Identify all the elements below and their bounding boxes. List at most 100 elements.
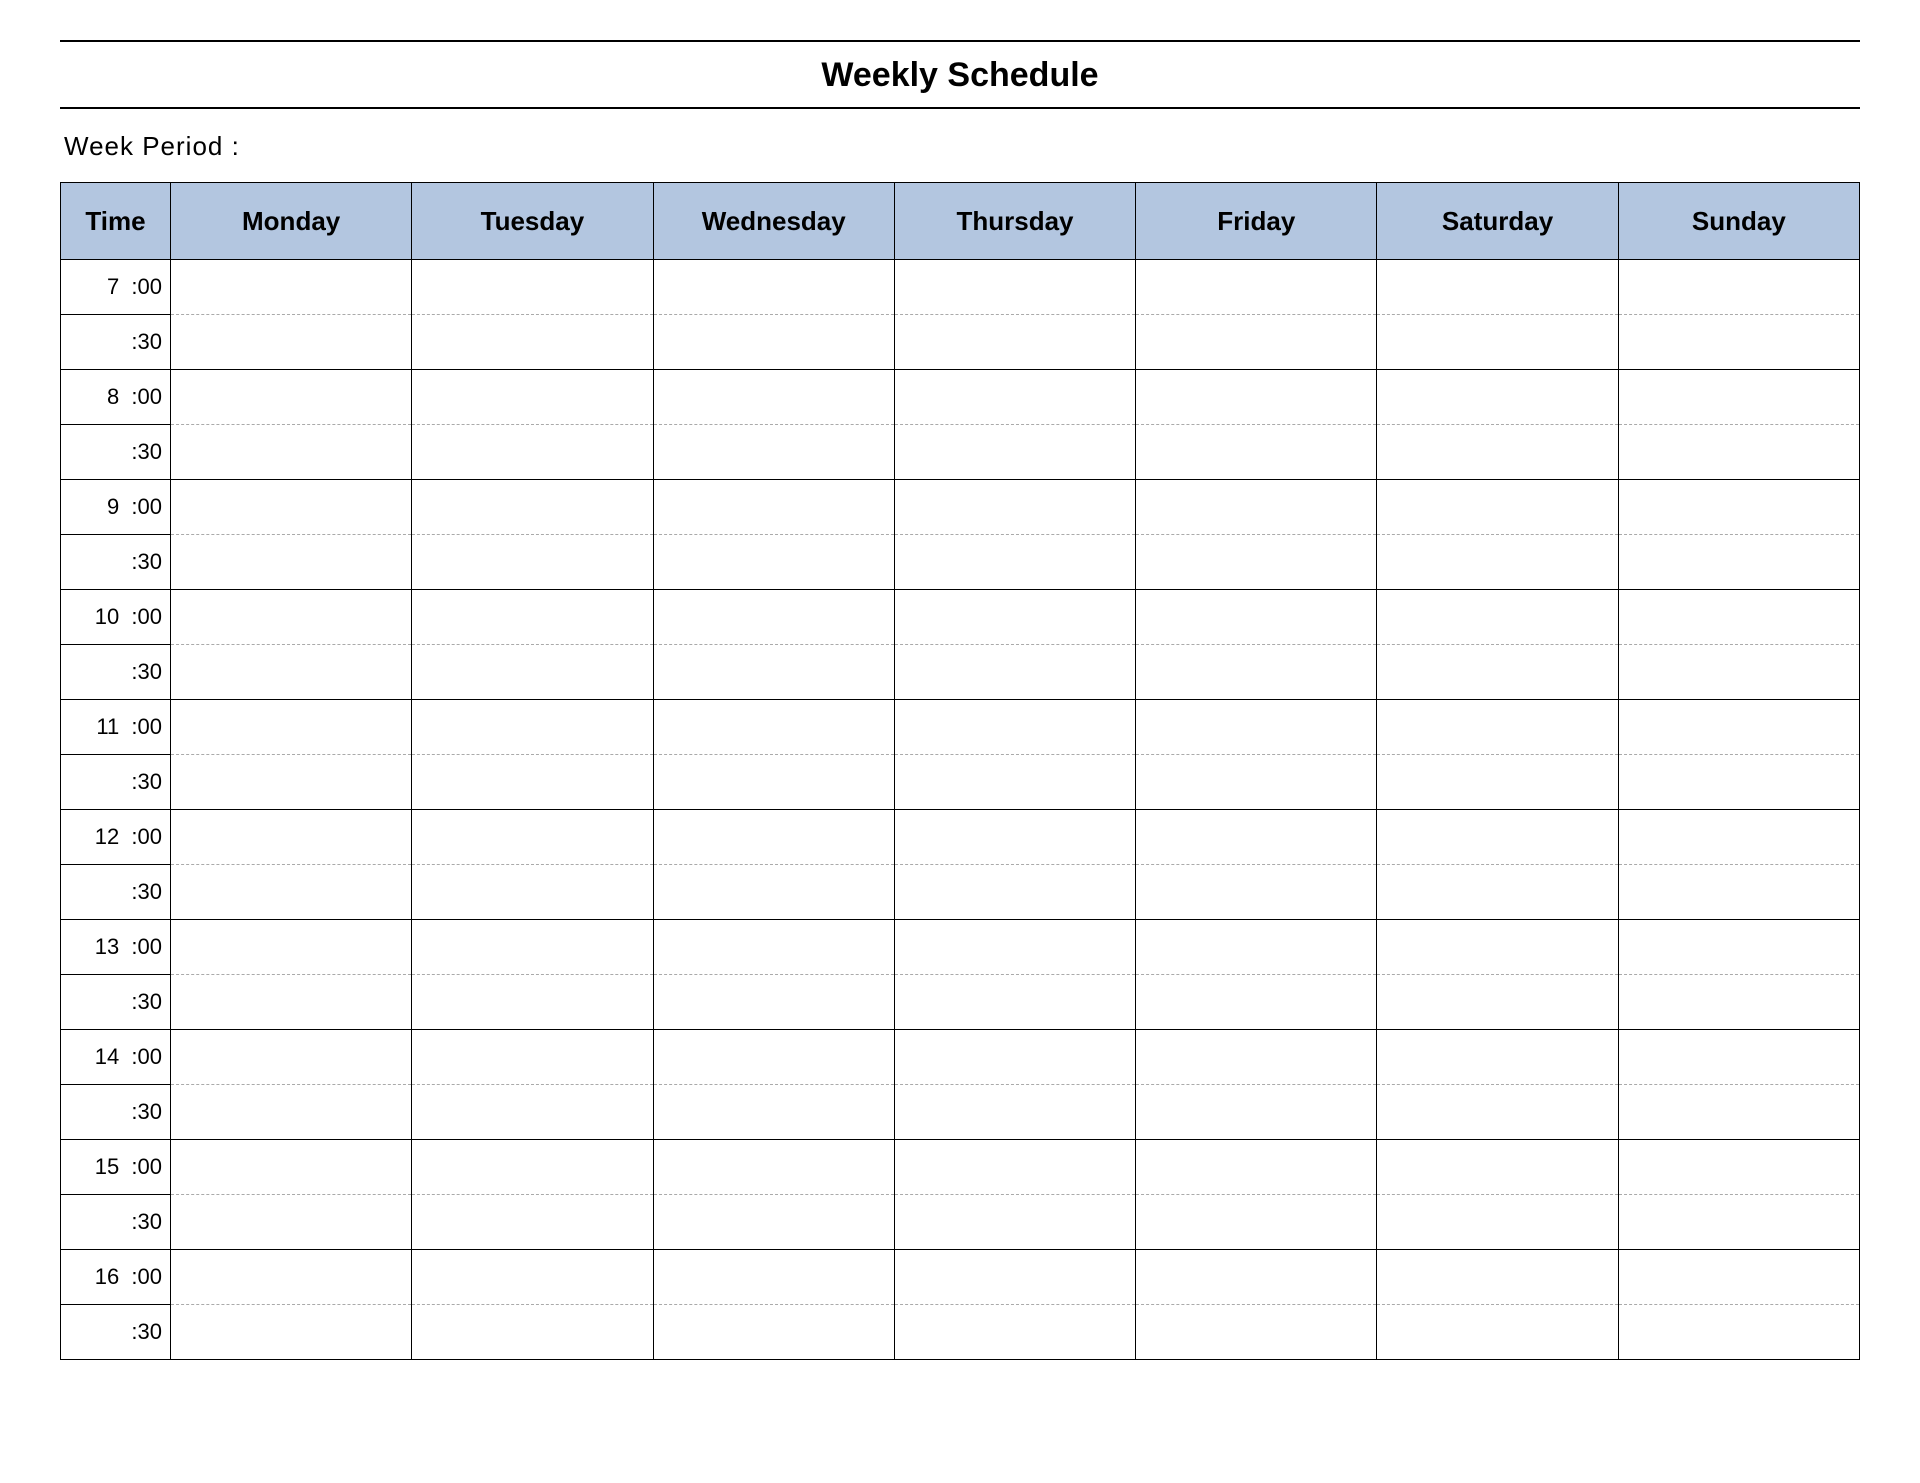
schedule-cell[interactable] bbox=[653, 1140, 894, 1195]
schedule-cell[interactable] bbox=[894, 865, 1135, 920]
schedule-cell[interactable] bbox=[1136, 535, 1377, 590]
schedule-cell[interactable] bbox=[412, 480, 653, 535]
schedule-cell[interactable] bbox=[894, 1140, 1135, 1195]
schedule-cell[interactable] bbox=[894, 590, 1135, 645]
schedule-cell[interactable] bbox=[1618, 1140, 1859, 1195]
schedule-cell[interactable] bbox=[171, 315, 412, 370]
schedule-cell[interactable] bbox=[1136, 260, 1377, 315]
schedule-cell[interactable] bbox=[653, 865, 894, 920]
schedule-cell[interactable] bbox=[1136, 975, 1377, 1030]
schedule-cell[interactable] bbox=[653, 425, 894, 480]
schedule-cell[interactable] bbox=[412, 1030, 653, 1085]
schedule-cell[interactable] bbox=[1377, 865, 1618, 920]
schedule-cell[interactable] bbox=[894, 315, 1135, 370]
schedule-cell[interactable] bbox=[171, 425, 412, 480]
schedule-cell[interactable] bbox=[1618, 645, 1859, 700]
schedule-cell[interactable] bbox=[653, 1250, 894, 1305]
schedule-cell[interactable] bbox=[653, 700, 894, 755]
schedule-cell[interactable] bbox=[412, 590, 653, 645]
schedule-cell[interactable] bbox=[1377, 1250, 1618, 1305]
schedule-cell[interactable] bbox=[653, 1195, 894, 1250]
schedule-cell[interactable] bbox=[1136, 1305, 1377, 1360]
schedule-cell[interactable] bbox=[412, 865, 653, 920]
schedule-cell[interactable] bbox=[1377, 975, 1618, 1030]
schedule-cell[interactable] bbox=[412, 810, 653, 865]
schedule-cell[interactable] bbox=[1136, 1085, 1377, 1140]
schedule-cell[interactable] bbox=[171, 535, 412, 590]
schedule-cell[interactable] bbox=[1618, 865, 1859, 920]
schedule-cell[interactable] bbox=[653, 645, 894, 700]
schedule-cell[interactable] bbox=[1136, 865, 1377, 920]
schedule-cell[interactable] bbox=[1377, 535, 1618, 590]
schedule-cell[interactable] bbox=[171, 1305, 412, 1360]
schedule-cell[interactable] bbox=[412, 645, 653, 700]
schedule-cell[interactable] bbox=[171, 370, 412, 425]
schedule-cell[interactable] bbox=[1618, 810, 1859, 865]
schedule-cell[interactable] bbox=[1136, 1030, 1377, 1085]
schedule-cell[interactable] bbox=[1377, 645, 1618, 700]
schedule-cell[interactable] bbox=[1377, 920, 1618, 975]
schedule-cell[interactable] bbox=[412, 1250, 653, 1305]
schedule-cell[interactable] bbox=[1618, 370, 1859, 425]
schedule-cell[interactable] bbox=[653, 535, 894, 590]
schedule-cell[interactable] bbox=[1377, 425, 1618, 480]
schedule-cell[interactable] bbox=[894, 480, 1135, 535]
schedule-cell[interactable] bbox=[1618, 425, 1859, 480]
schedule-cell[interactable] bbox=[894, 535, 1135, 590]
schedule-cell[interactable] bbox=[1377, 1140, 1618, 1195]
schedule-cell[interactable] bbox=[412, 920, 653, 975]
schedule-cell[interactable] bbox=[171, 260, 412, 315]
schedule-cell[interactable] bbox=[1618, 260, 1859, 315]
schedule-cell[interactable] bbox=[1618, 535, 1859, 590]
schedule-cell[interactable] bbox=[171, 1030, 412, 1085]
schedule-cell[interactable] bbox=[171, 645, 412, 700]
schedule-cell[interactable] bbox=[171, 1195, 412, 1250]
schedule-cell[interactable] bbox=[1136, 645, 1377, 700]
schedule-cell[interactable] bbox=[894, 975, 1135, 1030]
schedule-cell[interactable] bbox=[1377, 755, 1618, 810]
schedule-cell[interactable] bbox=[1377, 260, 1618, 315]
schedule-cell[interactable] bbox=[1618, 590, 1859, 645]
schedule-cell[interactable] bbox=[171, 700, 412, 755]
schedule-cell[interactable] bbox=[653, 810, 894, 865]
schedule-cell[interactable] bbox=[894, 1085, 1135, 1140]
schedule-cell[interactable] bbox=[412, 260, 653, 315]
schedule-cell[interactable] bbox=[1136, 1195, 1377, 1250]
schedule-cell[interactable] bbox=[1377, 1195, 1618, 1250]
schedule-cell[interactable] bbox=[1136, 810, 1377, 865]
schedule-cell[interactable] bbox=[1136, 315, 1377, 370]
schedule-cell[interactable] bbox=[1618, 1250, 1859, 1305]
schedule-cell[interactable] bbox=[171, 590, 412, 645]
schedule-cell[interactable] bbox=[894, 1195, 1135, 1250]
schedule-cell[interactable] bbox=[653, 480, 894, 535]
schedule-cell[interactable] bbox=[412, 1140, 653, 1195]
schedule-cell[interactable] bbox=[1618, 1030, 1859, 1085]
schedule-cell[interactable] bbox=[1618, 755, 1859, 810]
schedule-cell[interactable] bbox=[1136, 590, 1377, 645]
schedule-cell[interactable] bbox=[653, 370, 894, 425]
schedule-cell[interactable] bbox=[1377, 700, 1618, 755]
schedule-cell[interactable] bbox=[1618, 1085, 1859, 1140]
schedule-cell[interactable] bbox=[1377, 480, 1618, 535]
schedule-cell[interactable] bbox=[1618, 700, 1859, 755]
schedule-cell[interactable] bbox=[894, 645, 1135, 700]
schedule-cell[interactable] bbox=[1136, 480, 1377, 535]
schedule-cell[interactable] bbox=[1618, 1195, 1859, 1250]
schedule-cell[interactable] bbox=[171, 1085, 412, 1140]
schedule-cell[interactable] bbox=[171, 865, 412, 920]
schedule-cell[interactable] bbox=[894, 425, 1135, 480]
schedule-cell[interactable] bbox=[171, 975, 412, 1030]
schedule-cell[interactable] bbox=[1136, 370, 1377, 425]
schedule-cell[interactable] bbox=[171, 1250, 412, 1305]
schedule-cell[interactable] bbox=[1377, 590, 1618, 645]
schedule-cell[interactable] bbox=[412, 1085, 653, 1140]
schedule-cell[interactable] bbox=[1136, 425, 1377, 480]
schedule-cell[interactable] bbox=[412, 370, 653, 425]
schedule-cell[interactable] bbox=[412, 425, 653, 480]
schedule-cell[interactable] bbox=[412, 535, 653, 590]
schedule-cell[interactable] bbox=[653, 1030, 894, 1085]
schedule-cell[interactable] bbox=[171, 920, 412, 975]
schedule-cell[interactable] bbox=[894, 1250, 1135, 1305]
schedule-cell[interactable] bbox=[894, 370, 1135, 425]
schedule-cell[interactable] bbox=[1377, 370, 1618, 425]
